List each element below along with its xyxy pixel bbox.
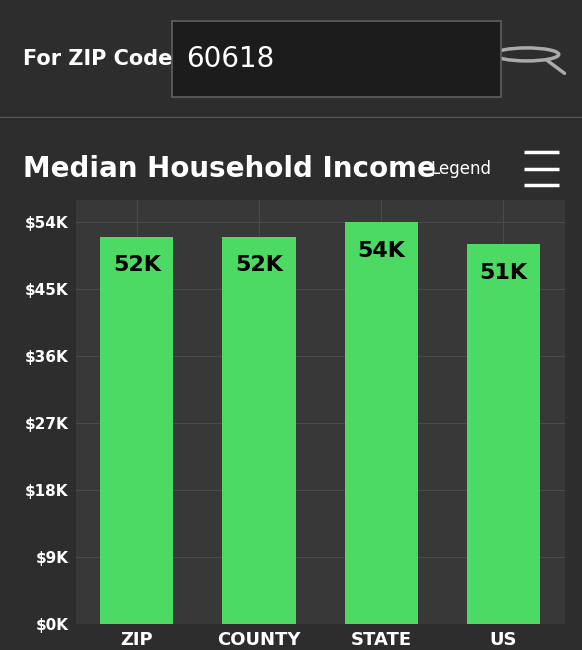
Bar [345,222,418,624]
Bar [467,244,540,624]
Bar [100,237,173,624]
Bar [222,237,296,624]
Text: 54K: 54K [357,240,405,261]
Text: 52K: 52K [113,255,161,276]
Text: Legend: Legend [431,160,492,177]
Text: 51K: 51K [480,263,527,283]
Text: 60618: 60618 [186,45,275,73]
Text: Median Household Income: Median Household Income [23,155,436,183]
FancyBboxPatch shape [172,21,501,97]
Text: For ZIP Code: For ZIP Code [23,49,173,69]
Text: 52K: 52K [235,255,283,276]
